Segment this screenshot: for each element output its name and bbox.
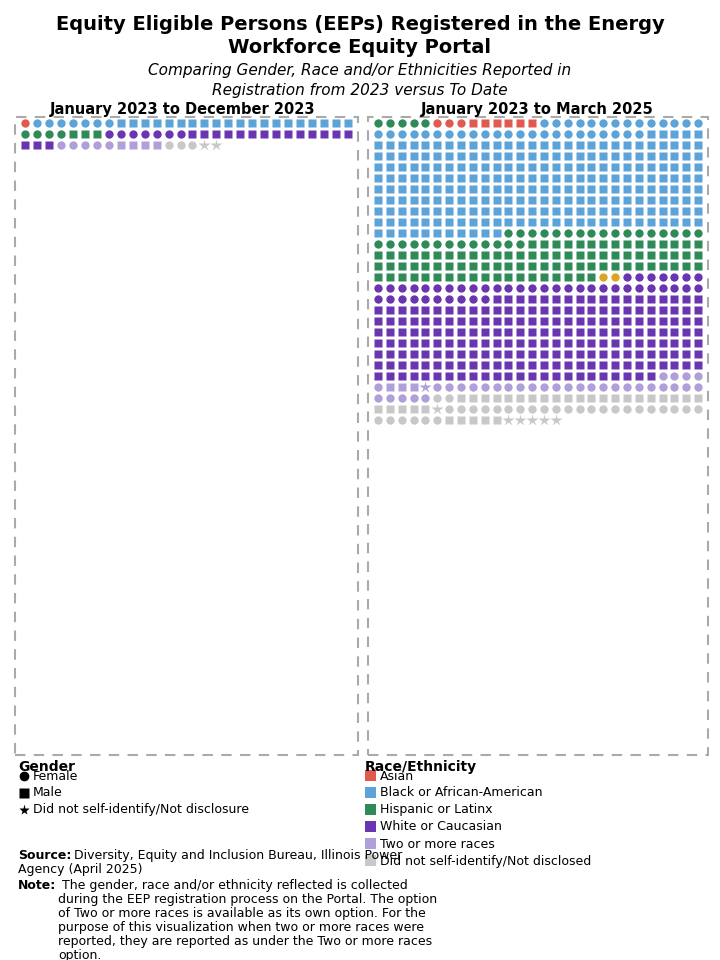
Text: Workforce Equity Portal: Workforce Equity Portal — [228, 38, 492, 57]
Text: Source:: Source: — [18, 849, 71, 862]
Text: Asian: Asian — [380, 770, 414, 782]
Text: Race/Ethnicity: Race/Ethnicity — [365, 760, 477, 774]
Text: Comparing Gender, Race and/or Ethnicities Reported in
Registration from 2023 ver: Comparing Gender, Race and/or Ethnicitie… — [148, 63, 572, 98]
Text: Agency (April 2025): Agency (April 2025) — [18, 863, 143, 876]
Text: Diversity, Equity and Inclusion Bureau, Illinois Power: Diversity, Equity and Inclusion Bureau, … — [70, 849, 402, 862]
Text: January 2023 to March 2025: January 2023 to March 2025 — [420, 102, 653, 117]
Text: Did not self-identify/Not disclosure: Did not self-identify/Not disclosure — [33, 804, 249, 817]
Text: Did not self-identify/Not disclosed: Did not self-identify/Not disclosed — [380, 854, 591, 868]
FancyBboxPatch shape — [368, 117, 708, 755]
Text: White or Caucasian: White or Caucasian — [380, 821, 502, 833]
Text: January 2023 to December 2023: January 2023 to December 2023 — [50, 102, 316, 117]
FancyBboxPatch shape — [365, 770, 376, 781]
Text: purpose of this visualization when two or more races were: purpose of this visualization when two o… — [58, 921, 424, 934]
Text: Note:: Note: — [18, 879, 56, 892]
Text: reported, they are reported as under the Two or more races: reported, they are reported as under the… — [58, 935, 432, 948]
FancyBboxPatch shape — [365, 804, 376, 815]
Text: Hispanic or Latinx: Hispanic or Latinx — [380, 804, 492, 817]
Text: Black or African-American: Black or African-American — [380, 786, 542, 800]
FancyBboxPatch shape — [365, 787, 376, 798]
Text: option.: option. — [58, 949, 102, 960]
Text: Female: Female — [33, 770, 78, 782]
FancyBboxPatch shape — [15, 117, 358, 755]
Text: of Two or more races is available as its own option. For the: of Two or more races is available as its… — [58, 907, 426, 920]
FancyBboxPatch shape — [365, 821, 376, 832]
Text: during the EEP registration process on the Portal. The option: during the EEP registration process on t… — [58, 893, 437, 906]
Text: The gender, race and/or ethnicity reflected is collected: The gender, race and/or ethnicity reflec… — [58, 879, 408, 892]
Text: Gender: Gender — [18, 760, 75, 774]
Text: Two or more races: Two or more races — [380, 837, 495, 851]
FancyBboxPatch shape — [365, 838, 376, 849]
FancyBboxPatch shape — [365, 855, 376, 866]
Text: Equity Eligible Persons (EEPs) Registered in the Energy: Equity Eligible Persons (EEPs) Registere… — [55, 15, 665, 34]
Text: Male: Male — [33, 786, 63, 800]
